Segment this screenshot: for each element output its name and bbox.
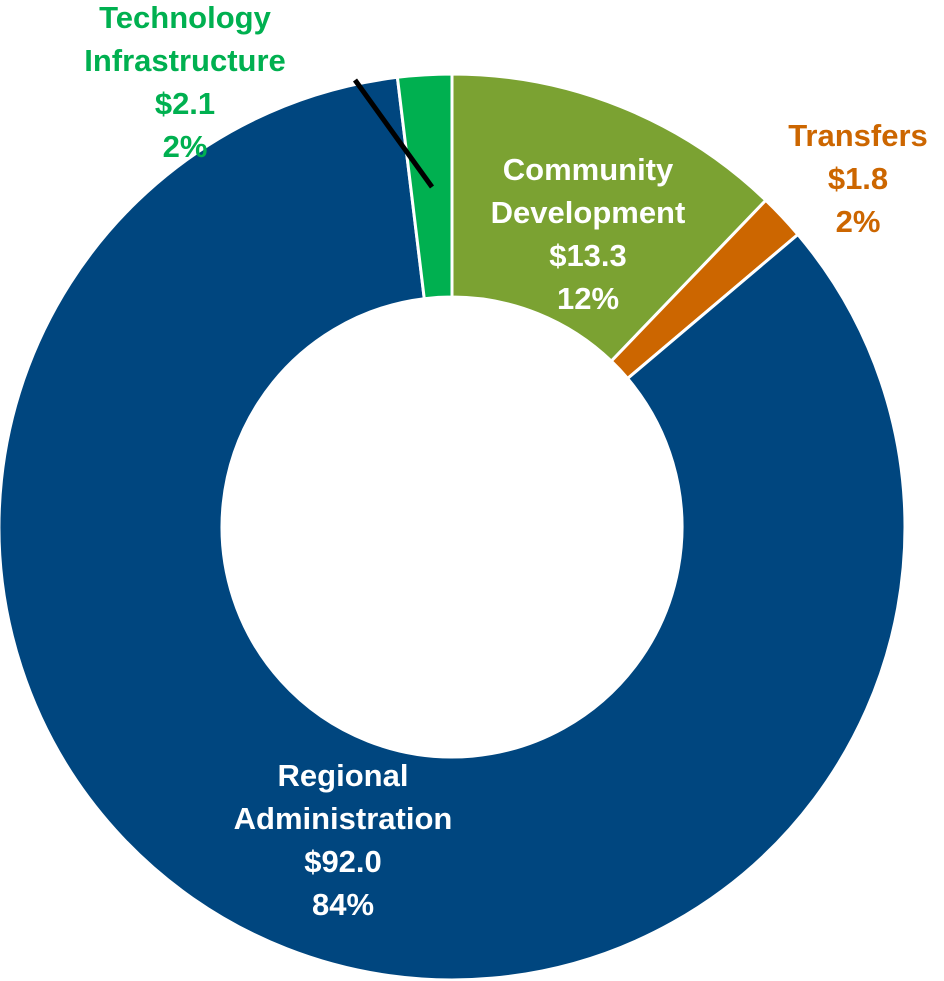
value-label: $13.3: [549, 238, 627, 273]
slice: [450, 72, 768, 364]
slice-label: Technology Infrastructure: [84, 0, 286, 78]
percent-label: 84%: [312, 887, 374, 922]
slice-label: Regional Administration: [234, 758, 453, 836]
percent-label: 2%: [163, 129, 208, 164]
value-label: $92.0: [304, 844, 382, 879]
value-label: $1.8: [828, 161, 888, 196]
slices: [0, 72, 907, 981]
slice: [395, 72, 454, 301]
slice-label: Community Development: [491, 152, 686, 230]
percent-label: 12%: [557, 281, 619, 316]
slice: [0, 75, 907, 981]
percent-label: 2%: [836, 204, 881, 239]
leader-line: [352, 78, 435, 189]
value-label: $2.1: [155, 86, 215, 121]
slice-label: Transfers: [788, 118, 928, 153]
